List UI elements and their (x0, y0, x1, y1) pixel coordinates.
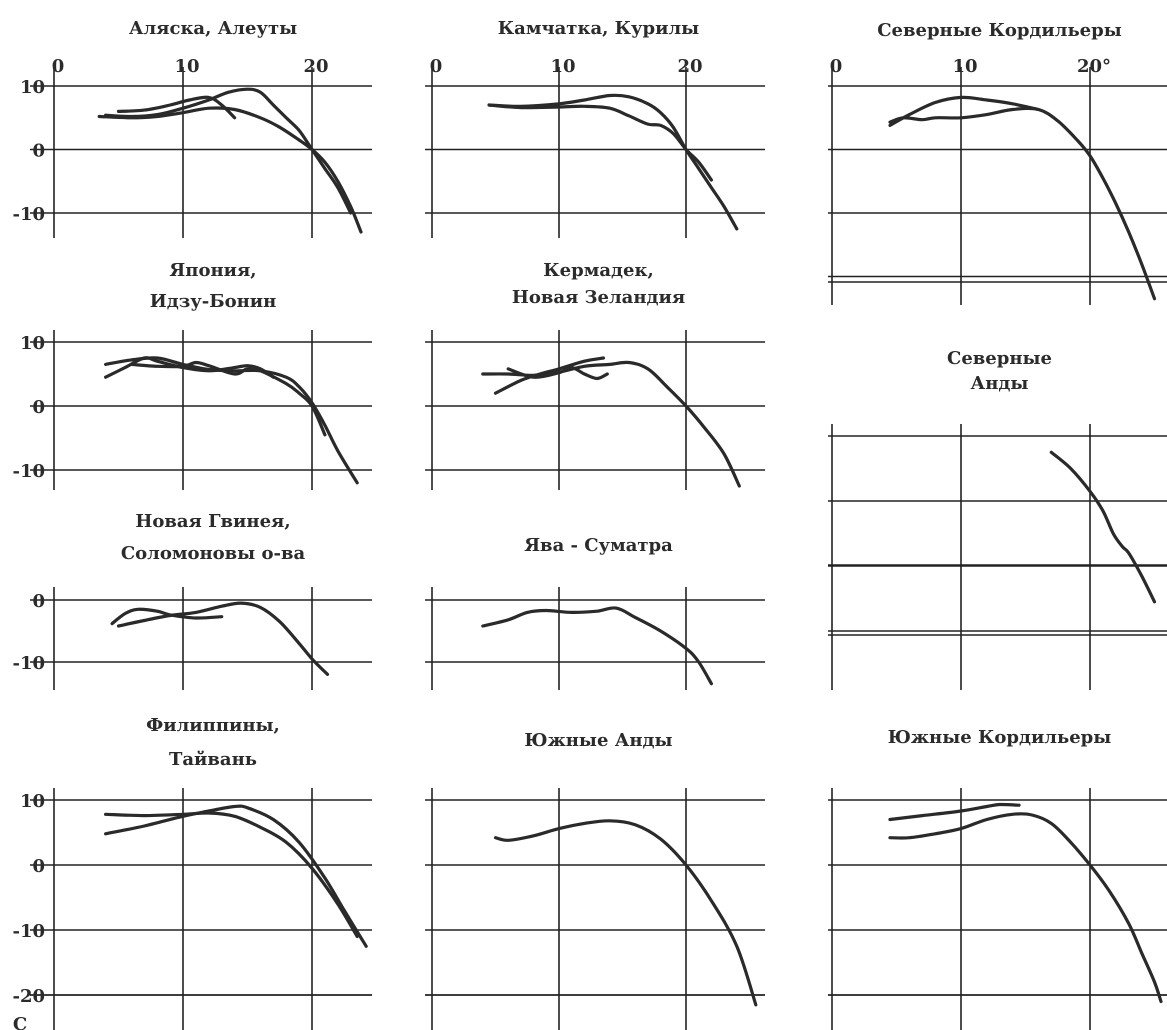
panel-title: Филиппины, (146, 715, 280, 736)
panel-title: Анды (971, 373, 1029, 394)
series-line-2 (110, 607, 224, 626)
tick-label-left: -10 (12, 461, 45, 482)
tick-label-left: 10 (20, 77, 45, 98)
series-line-2 (116, 95, 237, 120)
series-line-2 (888, 802, 1021, 822)
panel-kamchatka: Камчатка, Курилы 0 10 20 (425, 18, 765, 238)
tick-label-top: 0 (830, 56, 843, 77)
series-line-2 (104, 804, 368, 948)
panel-title: Южные Анды (524, 730, 672, 751)
panel-kermadec: Кермадек, Новая Зеландия (425, 260, 765, 490)
panel-south-andes: Южные Анды (425, 730, 765, 1030)
series-line-1 (888, 812, 1163, 1004)
panel-philippines: Филиппины, Тайвань 10 0 -10 -20 (12, 715, 372, 1030)
panel-title: Новая Гвинея, (135, 511, 290, 532)
tick-label-top: 10 (550, 56, 575, 77)
panel-title: Северные Кордильеры (877, 20, 1122, 41)
series-line-2 (493, 356, 606, 395)
tick-label-left: 10 (20, 333, 45, 354)
panel-title: Северные (947, 348, 1052, 369)
panel-north-andes: Северные Анды (828, 348, 1167, 690)
tick-label-left: -10 (12, 653, 45, 674)
tick-label-left: 0 (32, 856, 45, 877)
series-line-2 (888, 95, 1040, 127)
tick-label-top: 10 (174, 56, 199, 77)
panel-title: Камчатка, Курилы (498, 18, 699, 39)
panel-title: Кермадек, (543, 260, 653, 281)
tick-label-top: 0 (52, 56, 65, 77)
series-line-2 (487, 103, 713, 182)
panel-title: Южные Кордильеры (888, 727, 1112, 748)
series-line-1 (487, 93, 739, 231)
tick-label-top: 20 (677, 56, 702, 77)
panel-title: Новая Зеландия (512, 287, 685, 308)
panel-title: Ява - Суматра (524, 535, 673, 556)
bottom-left-mark: С (13, 1014, 27, 1030)
tick-label-left: 0 (32, 141, 45, 162)
tick-label-top: 20° (1077, 56, 1111, 77)
tick-label-top: 10 (952, 56, 977, 77)
tick-label-left: -10 (12, 204, 45, 225)
panel-java: Ява - Суматра (425, 535, 765, 690)
series-line-1 (888, 106, 1157, 301)
series-line-1 (97, 106, 363, 234)
tick-label-left: 0 (32, 397, 45, 418)
panel-guinea: Новая Гвинея, Соломоновы о-ва 0 -10 (12, 511, 372, 690)
panel-title: Соломоновы о-ва (121, 543, 306, 564)
tick-label-left: 0 (32, 591, 45, 612)
tick-label-left: -10 (12, 921, 45, 942)
series-line-3 (104, 87, 353, 215)
series-line-1 (104, 811, 359, 939)
panels: Аляска, Алеуты 0 10 20 10 0 -10 Камчатка, Курил… (12, 18, 1167, 1030)
series-line-1 (116, 601, 330, 676)
series-line-1 (493, 819, 758, 1007)
panel-title: Идзу-Бонин (150, 291, 277, 312)
panel-title: Тайвань (169, 749, 257, 770)
panel-title: Япония, (169, 260, 256, 281)
tick-label-top: 0 (430, 56, 443, 77)
series-line-2 (104, 356, 275, 379)
panel-alaska: Аляска, Алеуты 0 10 20 10 0 -10 (12, 18, 372, 238)
tick-label-left: -20 (12, 986, 45, 1007)
panel-japan: Япония, Идзу-Бонин 10 0 -10 (12, 260, 372, 490)
panel-north-cordillera: Северные Кордильеры 0 10 20° (828, 20, 1167, 305)
series-line-3 (129, 360, 327, 437)
series-line-3 (506, 366, 609, 381)
panel-title: Аляска, Алеуты (129, 18, 297, 39)
panel-south-cordillera: Южные Кордильеры (828, 727, 1167, 1030)
tick-label-top: 20 (303, 56, 328, 77)
series-line-1 (481, 606, 713, 686)
series-line-1 (1049, 450, 1157, 604)
tick-label-left: 10 (20, 791, 45, 812)
